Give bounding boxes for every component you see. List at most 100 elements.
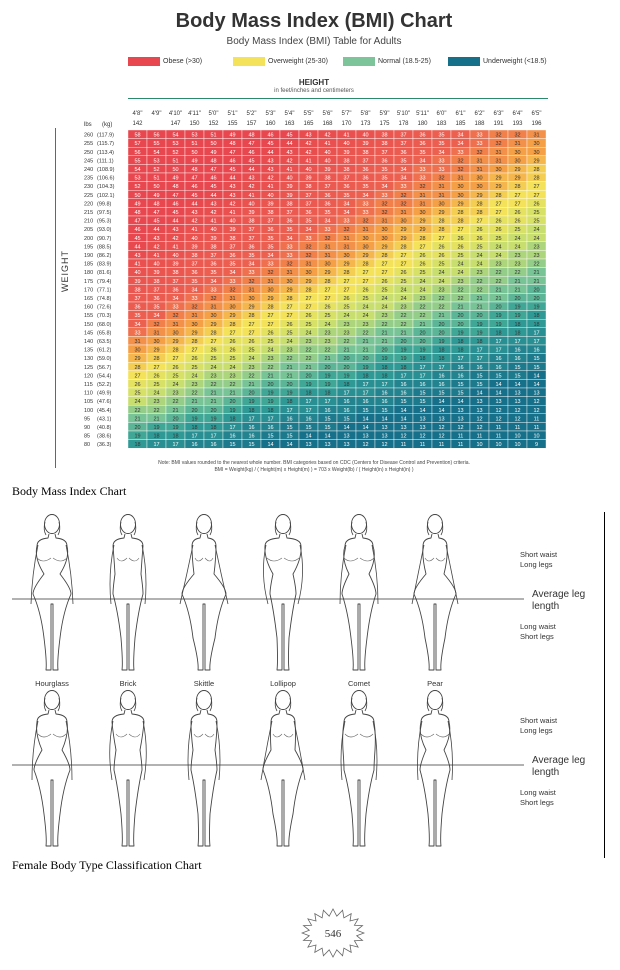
bmi-cell-value: 32 — [343, 227, 349, 233]
bmi-cell-value: 16 — [343, 399, 349, 405]
bmi-cell-value: 24 — [457, 262, 463, 268]
bmi-cell-value: 21 — [438, 313, 444, 319]
bmi-cell-value: 30 — [362, 244, 368, 250]
bmi-cell-value: 26 — [514, 210, 520, 216]
weight-lbs-label: 90 — [84, 425, 90, 431]
weight-kg-label: (108.9) — [97, 167, 115, 173]
bmi-cell-value: 30 — [419, 210, 425, 216]
bmi-cell-value: 19 — [267, 399, 273, 405]
bmi-cell-value: 36 — [229, 253, 235, 259]
bmi-cell-value: 34 — [305, 227, 311, 233]
average-leg-label: Average leg — [532, 589, 585, 600]
bmi-cell-value: 17 — [191, 434, 197, 440]
bmi-cell-value: 26 — [419, 262, 425, 268]
bmi-cell-value: 45 — [267, 141, 273, 147]
bmi-cell-value: 49 — [191, 158, 197, 164]
bmi-cell-value: 19 — [248, 399, 254, 405]
bmi-cell-value: 38 — [343, 167, 349, 173]
bmi-cell-value: 10 — [514, 442, 520, 448]
bmi-cell-value: 35 — [419, 150, 425, 156]
bmi-cell-value: 14 — [476, 391, 482, 397]
figure-body-outline — [190, 709, 218, 847]
bmi-cell-value: 36 — [153, 296, 159, 302]
bmi-cell-value: 11 — [458, 442, 464, 448]
bmi-note-line1: Note: BMI values rounded to the nearest … — [158, 460, 470, 466]
weight-kg-label: (90.7) — [97, 236, 112, 242]
height-cm-label: 157 — [246, 121, 257, 127]
bmi-cell-value: 28 — [533, 167, 539, 173]
bmi-cell-value: 45 — [134, 236, 140, 242]
bmi-cell-value: 41 — [172, 244, 178, 250]
bmi-cell-value: 17 — [267, 416, 273, 422]
bmi-chart-title: Body Mass Index (BMI) Chart — [175, 10, 453, 32]
bmi-cell-value: 25 — [476, 244, 482, 250]
bmi-cell-value: 33 — [476, 133, 482, 139]
bmi-cell-value: 34 — [438, 150, 444, 156]
bmi-cell-value: 25 — [533, 219, 539, 225]
bmi-cell-value: 33 — [400, 184, 406, 190]
height-cm-label: 188 — [474, 121, 485, 127]
bmi-cell-value: 24 — [362, 313, 368, 319]
bmi-cell-value: 40 — [229, 219, 235, 225]
bmi-cell-value: 16 — [229, 434, 235, 440]
bmi-cell-value: 38 — [153, 279, 159, 285]
weight-lbs-label: 85 — [84, 434, 90, 440]
bmi-cell-value: 24 — [533, 236, 539, 242]
bmi-cell-value: 28 — [343, 270, 349, 276]
bmi-cell-value: 24 — [495, 244, 501, 250]
bmi-cell-value: 36 — [324, 201, 330, 207]
bmi-cell-value: 31 — [191, 313, 197, 319]
bmi-cell-value: 31 — [343, 244, 349, 250]
bmi-cell-value: 19 — [267, 391, 273, 397]
bmi-cell-value: 36 — [305, 210, 311, 216]
body-type-label: Brick — [120, 679, 137, 688]
bmi-cell-value: 48 — [248, 133, 254, 139]
bmi-cell-value: 23 — [267, 356, 273, 362]
bmi-cell-value: 33 — [248, 270, 254, 276]
height-ft-label: 5'10" — [397, 111, 410, 117]
bmi-cell-value: 40 — [286, 176, 292, 182]
weight-kg-label: (52.2) — [97, 382, 112, 388]
bmi-cell-value: 17 — [229, 425, 235, 431]
figure-bust-line — [193, 733, 215, 738]
bmi-cell-value: 34 — [191, 287, 197, 293]
bmi-cell-value: 32 — [229, 287, 235, 293]
weight-kg-label: (56.7) — [97, 365, 112, 371]
bmi-cell-value: 42 — [324, 133, 330, 139]
body-type-label: Skittle — [194, 679, 214, 688]
bmi-cell-value: 31 — [324, 253, 330, 259]
bmi-cell-value: 34 — [419, 158, 425, 164]
bmi-cell-value: 37 — [400, 141, 406, 147]
bmi-cell-value: 28 — [134, 365, 140, 371]
figure-hair — [119, 697, 137, 712]
bmi-cell-value: 16 — [381, 391, 387, 397]
bmi-cell-value: 29 — [457, 201, 463, 207]
figure-arms — [31, 720, 73, 781]
height-cm-label: 155 — [227, 121, 238, 127]
bmi-cell-value: 21 — [381, 339, 387, 345]
bmi-cell-value: 38 — [248, 219, 254, 225]
bmi-cell-value: 17 — [533, 330, 539, 336]
weight-lbs-label: 110 — [84, 391, 93, 397]
bmi-cell-value: 15 — [495, 373, 501, 379]
bmi-cell-value: 30 — [533, 150, 539, 156]
bmi-cell-value: 26 — [457, 236, 463, 242]
bmi-cell-value: 40 — [191, 236, 197, 242]
bmi-cell-value: 21 — [533, 279, 539, 285]
bmi-chart-subtitle: Body Mass Index (BMI) Table for Adults — [226, 36, 402, 47]
figure-body-outline — [419, 709, 451, 847]
bmi-cell-value: 29 — [419, 219, 425, 225]
bmi-cell-value: 32 — [210, 296, 216, 302]
bmi-cell-value: 26 — [400, 270, 406, 276]
bmi-cell-value: 53 — [134, 176, 140, 182]
height-ft-label: 6'2" — [475, 111, 485, 117]
bmi-cell-value: 36 — [362, 167, 368, 173]
height-cm-label: 185 — [455, 121, 466, 127]
bmi-cell-value: 17 — [438, 365, 444, 371]
bmi-cell-value: 22 — [210, 382, 216, 388]
figure-body-outline — [181, 533, 227, 671]
bmi-cell-value: 35 — [134, 313, 140, 319]
bmi-cell-value: 25 — [229, 356, 235, 362]
height-ft-label: 5'4" — [285, 111, 295, 117]
bmi-cell-value: 31 — [286, 270, 292, 276]
